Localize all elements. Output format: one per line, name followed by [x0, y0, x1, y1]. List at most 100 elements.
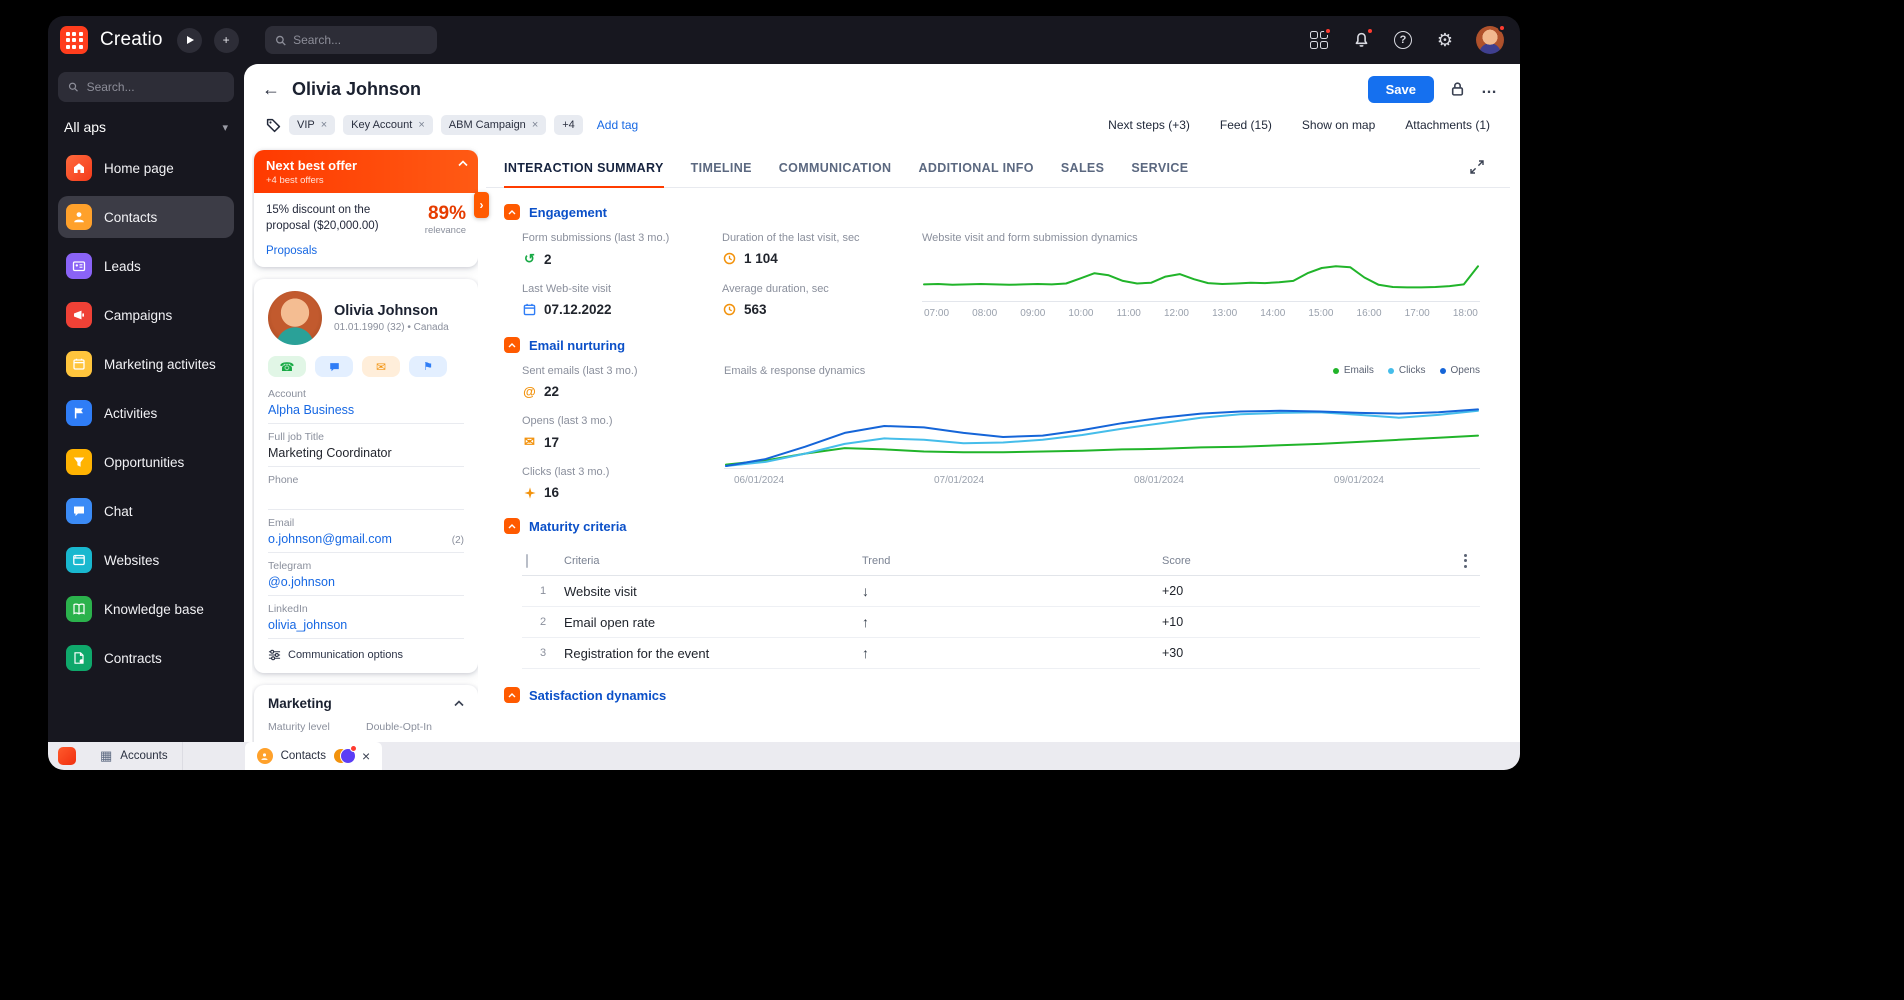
table-grid-icon: ▦: [100, 748, 113, 763]
taskbar-tab-accounts[interactable]: ▦ Accounts: [86, 742, 183, 770]
email-button[interactable]: ✉: [362, 356, 400, 377]
user-avatar[interactable]: [1476, 24, 1506, 54]
tab-service[interactable]: SERVICE: [1131, 161, 1189, 175]
lock-icon[interactable]: [1450, 81, 1465, 97]
linkedin-field: LinkedIn olivia_johnson: [268, 596, 464, 639]
marketplace-apps-icon[interactable]: [1308, 27, 1332, 51]
remove-tag-icon[interactable]: ×: [531, 119, 539, 131]
proposals-link[interactable]: Proposals: [266, 245, 318, 257]
legend-dot: [1332, 367, 1339, 374]
collapse-section-icon[interactable]: [504, 518, 520, 534]
sidebar-item-knowledge-base[interactable]: Knowledge base: [58, 588, 234, 630]
account-link[interactable]: Alpha Business: [268, 403, 355, 417]
collapse-section-icon[interactable]: [504, 337, 520, 353]
tab-sales[interactable]: SALES: [1060, 161, 1105, 175]
sidebar-item-opportunities[interactable]: Opportunities: [58, 441, 234, 483]
table-menu-icon[interactable]: [1450, 553, 1480, 568]
next-best-offer-header: Next best offer +4 best offers: [254, 150, 478, 193]
emails-chart-area: Emails & response dynamics Emails Clicks…: [724, 365, 1480, 500]
tab-communication[interactable]: COMMUNICATION: [778, 161, 892, 175]
email-count-badge: (2): [451, 535, 464, 546]
sidebar-search-input[interactable]: [86, 80, 224, 94]
detail-column: › INTERACTION SUMMARY TIMELINE COMMUNICA…: [474, 146, 1520, 742]
play-button[interactable]: [176, 27, 202, 53]
chart-legend: Emails Clicks Opens: [1332, 365, 1480, 376]
remove-tag-icon[interactable]: ×: [418, 119, 425, 131]
sidebar-item-chat[interactable]: Chat: [58, 490, 234, 532]
avatar: [268, 291, 322, 345]
chevron-down-icon: ▾: [222, 121, 228, 134]
back-button[interactable]: ←: [262, 78, 280, 99]
notifications-bell-icon[interactable]: [1350, 27, 1374, 51]
taskbar-tab-contacts[interactable]: Contacts ×: [244, 742, 383, 770]
sidebar-item-home-page[interactable]: Home page: [58, 147, 234, 189]
sidebar-item-marketing-activities[interactable]: Marketing activites: [58, 343, 234, 385]
table-row[interactable]: 3 Registration for the event ↑ +30: [522, 638, 1480, 669]
close-tab-icon[interactable]: ×: [362, 748, 371, 764]
add-button[interactable]: +: [213, 27, 239, 53]
expand-icon[interactable]: [1470, 160, 1484, 174]
chevron-up-icon[interactable]: [458, 160, 468, 167]
sidebar-item-contracts[interactable]: Contracts: [58, 637, 234, 679]
email-link[interactable]: o.johnson@gmail.com: [268, 532, 392, 546]
phone-field[interactable]: Phone: [268, 467, 464, 510]
tag-chip[interactable]: ABM Campaign ×: [440, 115, 547, 135]
x-tick-label: 13:00: [1212, 308, 1238, 319]
sidebar-item-websites[interactable]: Websites: [58, 539, 234, 581]
call-button[interactable]: ☎: [268, 356, 306, 377]
calendar-icon: [66, 351, 92, 377]
show-on-map-link[interactable]: Show on map: [1301, 118, 1376, 132]
attachments-link[interactable]: Attachments (1): [1405, 118, 1490, 132]
help-icon[interactable]: ?: [1392, 29, 1414, 51]
table-row[interactable]: 1 Website visit ↓ +20: [522, 576, 1480, 607]
sections: Engagement Form submissions (last 3 mo.)…: [486, 188, 1510, 742]
remove-tag-icon[interactable]: ×: [320, 119, 328, 131]
tags-more-chip[interactable]: +4: [554, 115, 583, 135]
save-button[interactable]: Save: [1367, 75, 1434, 103]
metric: Last Web-site visit 07.12.2022: [522, 283, 612, 317]
sidebar-search[interactable]: [58, 72, 234, 102]
linkedin-link[interactable]: olivia_johnson: [268, 618, 348, 632]
select-all-checkbox[interactable]: [526, 553, 528, 568]
collapse-section-icon[interactable]: [504, 204, 520, 220]
telegram-link[interactable]: @o.johnson: [268, 575, 335, 589]
tag-chip[interactable]: VIP ×: [289, 115, 336, 135]
opt-in-icon: ↻: [366, 741, 377, 742]
sidebar-item-activities[interactable]: Activities: [58, 392, 234, 434]
sidebar-item-contacts[interactable]: Contacts: [58, 196, 234, 238]
more-options-button[interactable]: …: [1481, 80, 1498, 97]
taskbar-logo[interactable]: [48, 742, 86, 770]
sidebar: All aps ▾ Home page Contacts Leads: [48, 64, 244, 742]
tags-row: VIP × Key Account × ABM Campaign × +4 Add t…: [244, 108, 1520, 140]
marketing-card: Marketing Maturity level Double-Opt-In 8…: [254, 685, 478, 742]
record-header: ← Olivia Johnson Save …: [244, 64, 1520, 108]
tag-chip[interactable]: Key Account ×: [343, 115, 433, 135]
visits-chart-area: Website visit and form submission dynami…: [922, 232, 1480, 319]
chat-button[interactable]: [315, 356, 353, 377]
tab-timeline[interactable]: TIMELINE: [690, 161, 752, 175]
x-tick-label: 11:00: [1116, 308, 1141, 319]
side-panel-toggle[interactable]: ›: [474, 192, 489, 218]
sidebar-item-campaigns[interactable]: Campaigns: [58, 294, 234, 336]
global-search-input[interactable]: [293, 33, 427, 47]
global-search[interactable]: [264, 26, 437, 54]
contact-meta: 01.01.1990 (32) • Canada: [334, 322, 449, 333]
metric: Average duration, sec 563: [722, 283, 829, 317]
workspace-selector[interactable]: All aps ▾: [58, 102, 234, 147]
feed-link[interactable]: Feed (15): [1219, 118, 1272, 132]
sidebar-item-leads[interactable]: Leads: [58, 245, 234, 287]
flag-button[interactable]: ⚑: [409, 356, 447, 377]
settings-gear-icon[interactable]: ⚙: [1436, 29, 1454, 50]
clock-icon: [722, 252, 737, 265]
tab-interaction-summary[interactable]: INTERACTION SUMMARY: [504, 161, 664, 188]
profile-column: Next best offer +4 best offers 15% disco…: [252, 146, 478, 742]
next-steps-link[interactable]: Next steps (+3): [1108, 118, 1190, 132]
communication-options-button[interactable]: Communication options: [268, 639, 464, 663]
tab-additional-info[interactable]: ADDITIONAL INFO: [918, 161, 1034, 175]
table-row[interactable]: 2 Email open rate ↑ +10: [522, 607, 1480, 638]
app-launcher-button[interactable]: [60, 26, 88, 54]
add-tag-button[interactable]: Add tag: [596, 118, 639, 132]
collapse-section-icon[interactable]: [504, 687, 520, 703]
chevron-up-icon[interactable]: [454, 700, 464, 707]
x-tick-label: 08:00: [972, 308, 998, 319]
